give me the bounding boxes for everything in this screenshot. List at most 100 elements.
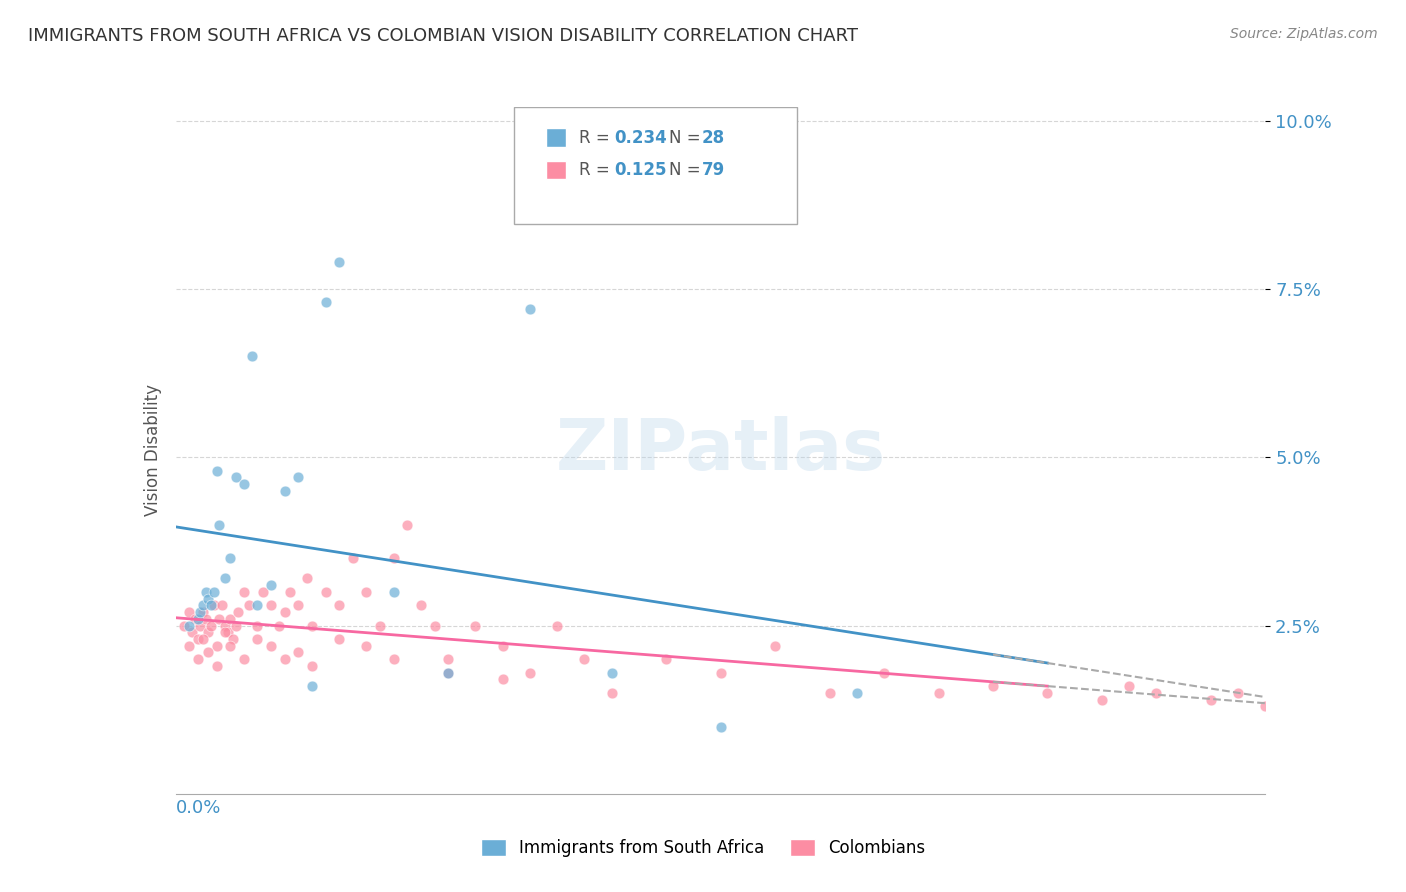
Point <box>287 599 309 613</box>
Text: Source: ZipAtlas.com: Source: ZipAtlas.com <box>1230 27 1378 41</box>
Point <box>763 639 786 653</box>
Point <box>437 652 460 666</box>
Point <box>437 665 460 680</box>
Point <box>211 599 233 613</box>
Point <box>981 679 1004 693</box>
Point <box>274 605 297 619</box>
Point <box>873 665 896 680</box>
Point <box>287 470 309 484</box>
Point <box>188 605 211 619</box>
Point <box>295 571 318 585</box>
Point <box>191 632 214 646</box>
Point <box>328 255 350 269</box>
Point <box>464 618 486 632</box>
FancyBboxPatch shape <box>513 107 797 224</box>
Point <box>219 551 242 566</box>
Point <box>710 665 733 680</box>
Point <box>191 605 214 619</box>
Point <box>219 639 242 653</box>
Point <box>928 686 950 700</box>
Point <box>1118 679 1140 693</box>
Point <box>260 578 283 592</box>
Point <box>368 618 391 632</box>
Point <box>200 599 222 613</box>
Point <box>252 585 274 599</box>
Point <box>246 618 269 632</box>
Point <box>219 612 242 626</box>
Point <box>173 618 195 632</box>
Legend: Immigrants from South Africa, Colombians: Immigrants from South Africa, Colombians <box>472 831 934 866</box>
Point <box>181 625 204 640</box>
Point <box>269 618 291 632</box>
Point <box>1227 686 1250 700</box>
Point <box>208 612 231 626</box>
Point <box>519 301 541 316</box>
Point <box>818 686 841 700</box>
Point <box>356 585 378 599</box>
Point <box>179 618 201 632</box>
Point <box>492 673 515 687</box>
Point <box>214 618 236 632</box>
Point <box>274 652 297 666</box>
Point <box>423 618 446 632</box>
Point <box>546 618 568 632</box>
Point <box>186 612 209 626</box>
Point <box>328 632 350 646</box>
Point <box>197 591 219 606</box>
Point <box>197 645 219 659</box>
Point <box>232 477 254 491</box>
Point <box>315 295 337 310</box>
Point <box>382 585 405 599</box>
Point <box>1144 686 1167 700</box>
Point <box>437 665 460 680</box>
Point <box>225 470 247 484</box>
Point <box>278 585 301 599</box>
Text: IMMIGRANTS FROM SOUTH AFRICA VS COLOMBIAN VISION DISABILITY CORRELATION CHART: IMMIGRANTS FROM SOUTH AFRICA VS COLOMBIA… <box>28 27 858 45</box>
Point <box>200 618 222 632</box>
Point <box>194 612 217 626</box>
Point <box>240 349 263 363</box>
Point <box>232 585 254 599</box>
Point <box>238 599 260 613</box>
Point <box>342 551 364 566</box>
Point <box>260 599 283 613</box>
Point <box>202 585 225 599</box>
Text: N =: N = <box>669 161 706 179</box>
Point <box>574 652 596 666</box>
Text: R =: R = <box>579 161 614 179</box>
Point <box>222 632 245 646</box>
Point <box>1091 692 1114 706</box>
Point <box>356 639 378 653</box>
Point <box>382 551 405 566</box>
Point <box>205 464 228 478</box>
Point <box>232 652 254 666</box>
Point <box>274 483 297 498</box>
Point <box>184 612 207 626</box>
Point <box>214 625 236 640</box>
FancyBboxPatch shape <box>546 161 565 179</box>
Point <box>845 686 868 700</box>
Point <box>217 625 239 640</box>
Point <box>260 639 283 653</box>
Text: 79: 79 <box>702 161 725 179</box>
Point <box>208 517 231 532</box>
Point <box>205 639 228 653</box>
Point <box>228 605 250 619</box>
Point <box>186 652 209 666</box>
Point <box>409 599 432 613</box>
Text: ZIPatlas: ZIPatlas <box>555 416 886 485</box>
Point <box>179 605 201 619</box>
Text: 0.234: 0.234 <box>614 128 666 146</box>
FancyBboxPatch shape <box>546 128 565 147</box>
Point <box>301 618 323 632</box>
Point <box>600 686 623 700</box>
Point <box>301 659 323 673</box>
Point <box>492 639 515 653</box>
Text: 0.0%: 0.0% <box>176 799 221 817</box>
Point <box>197 625 219 640</box>
Point <box>328 599 350 613</box>
Text: R =: R = <box>579 128 614 146</box>
Point <box>205 659 228 673</box>
Point <box>1254 699 1277 714</box>
Point <box>179 639 201 653</box>
